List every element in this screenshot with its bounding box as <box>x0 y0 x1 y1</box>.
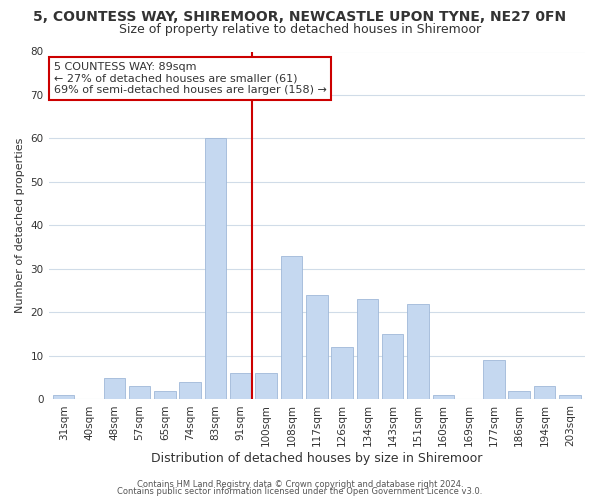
Text: 5 COUNTESS WAY: 89sqm
← 27% of detached houses are smaller (61)
69% of semi-deta: 5 COUNTESS WAY: 89sqm ← 27% of detached … <box>54 62 327 95</box>
Bar <box>534 386 555 400</box>
Bar <box>483 360 505 400</box>
Bar <box>179 382 201 400</box>
Bar <box>407 304 429 400</box>
Bar <box>205 138 226 400</box>
Bar <box>256 374 277 400</box>
Text: Contains public sector information licensed under the Open Government Licence v3: Contains public sector information licen… <box>118 487 482 496</box>
Bar <box>356 300 378 400</box>
X-axis label: Distribution of detached houses by size in Shiremoor: Distribution of detached houses by size … <box>151 452 482 465</box>
Bar <box>129 386 151 400</box>
Text: Size of property relative to detached houses in Shiremoor: Size of property relative to detached ho… <box>119 22 481 36</box>
Bar <box>104 378 125 400</box>
Text: Contains HM Land Registry data © Crown copyright and database right 2024.: Contains HM Land Registry data © Crown c… <box>137 480 463 489</box>
Bar <box>230 374 251 400</box>
Y-axis label: Number of detached properties: Number of detached properties <box>15 138 25 313</box>
Bar <box>281 256 302 400</box>
Bar <box>508 391 530 400</box>
Bar <box>559 395 581 400</box>
Bar <box>331 348 353 400</box>
Bar <box>154 391 176 400</box>
Text: 5, COUNTESS WAY, SHIREMOOR, NEWCASTLE UPON TYNE, NE27 0FN: 5, COUNTESS WAY, SHIREMOOR, NEWCASTLE UP… <box>34 10 566 24</box>
Bar <box>306 295 328 400</box>
Bar <box>433 395 454 400</box>
Bar <box>382 334 403 400</box>
Bar <box>53 395 74 400</box>
